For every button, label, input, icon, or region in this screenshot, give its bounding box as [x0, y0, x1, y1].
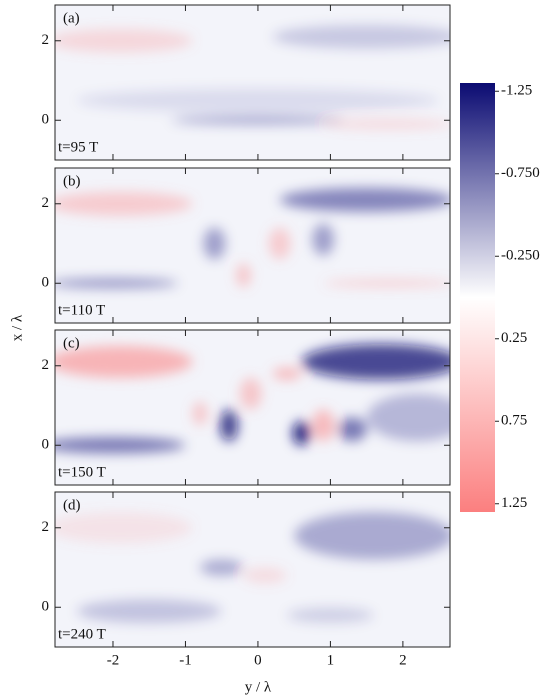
panel-label: (a): [63, 10, 80, 26]
panel-frame: [54, 491, 451, 648]
x-tick-label: -2: [107, 652, 120, 668]
field-blob: [323, 119, 450, 129]
panel: 0 2 (b) t=110 T: [42, 167, 451, 324]
field-blob: [203, 227, 226, 260]
field-blob: [192, 401, 208, 426]
panel-label: (b): [63, 173, 81, 189]
field-blob: [55, 278, 179, 289]
field-blob: [236, 263, 251, 288]
field: [55, 492, 450, 647]
y-tick-label: 2: [42, 519, 50, 535]
field-blobs: [55, 24, 450, 129]
field-blob: [323, 279, 450, 288]
field-blob: [55, 191, 193, 216]
colorbar-tick-label: -0.250: [501, 248, 540, 264]
field-blobs: [55, 511, 450, 624]
field-blob: [286, 607, 374, 624]
panel-frame: [54, 329, 451, 486]
colorbar-tick-label: 1.25: [501, 495, 527, 511]
x-tick-label: -1: [179, 652, 192, 668]
colorbar-tick-label: -0.750: [501, 165, 540, 181]
panel-frame: [54, 4, 451, 161]
x-axis-label: y / λ: [245, 679, 272, 695]
colorbar-tick-label: 0.75: [501, 413, 527, 429]
panel: 0 2 (a) t=95 T: [42, 4, 451, 161]
field: [55, 5, 450, 160]
y-tick-label: 0: [42, 112, 50, 128]
field-blob: [55, 511, 193, 544]
field: [55, 330, 450, 485]
field-blob: [76, 599, 222, 624]
field-blob: [292, 421, 311, 446]
panel-label: (c): [63, 335, 80, 351]
panel-label: (d): [63, 497, 81, 513]
panel-time: t=95 T: [58, 139, 98, 155]
field-blob: [55, 28, 193, 53]
field-blob: [272, 24, 450, 49]
field-blob: [268, 227, 291, 260]
field-blob: [279, 187, 450, 212]
colorbar: [460, 83, 495, 512]
field-blob: [301, 343, 450, 380]
y-tick-label: 0: [42, 437, 50, 453]
field-blob: [199, 559, 244, 576]
field-blob: [312, 409, 335, 442]
field-blobs: [55, 343, 450, 454]
field-blob: [243, 567, 287, 584]
field-blob: [366, 393, 450, 442]
field-blob: [312, 223, 335, 256]
field-blobs: [55, 187, 450, 289]
panel: -2 -1 0 1 2 0 2 (d) t=240 T: [42, 491, 451, 668]
y-axis-label: x / λ: [9, 314, 25, 341]
field-blob: [337, 417, 367, 442]
field-blob: [76, 88, 440, 113]
x-tick-label: 1: [327, 652, 335, 668]
panel-time: t=150 T: [58, 464, 106, 480]
field: [55, 168, 450, 323]
colorbar-tick-label: -1.25: [501, 83, 532, 99]
field-blob: [220, 409, 238, 442]
y-tick-label: 2: [42, 357, 50, 373]
colorbar-tick-label: 0.25: [501, 330, 527, 346]
panel-time: t=240 T: [58, 626, 106, 642]
y-tick-label: 0: [42, 275, 50, 291]
field-blob: [294, 511, 450, 560]
y-tick-label: 0: [42, 599, 50, 615]
field-blob: [272, 367, 302, 380]
panel-frame: [54, 167, 451, 324]
x-tick-label: 0: [254, 652, 262, 668]
field-blob: [55, 437, 186, 454]
field-blob: [239, 377, 262, 410]
x-tick-label: 2: [399, 652, 407, 668]
y-tick-label: 2: [42, 195, 50, 211]
panel-time: t=110 T: [58, 302, 105, 318]
field-blob: [170, 116, 345, 125]
y-tick-label: 2: [42, 32, 50, 48]
field-blob: [55, 345, 193, 378]
panel: 0 2 (c) t=150 T: [42, 329, 451, 486]
